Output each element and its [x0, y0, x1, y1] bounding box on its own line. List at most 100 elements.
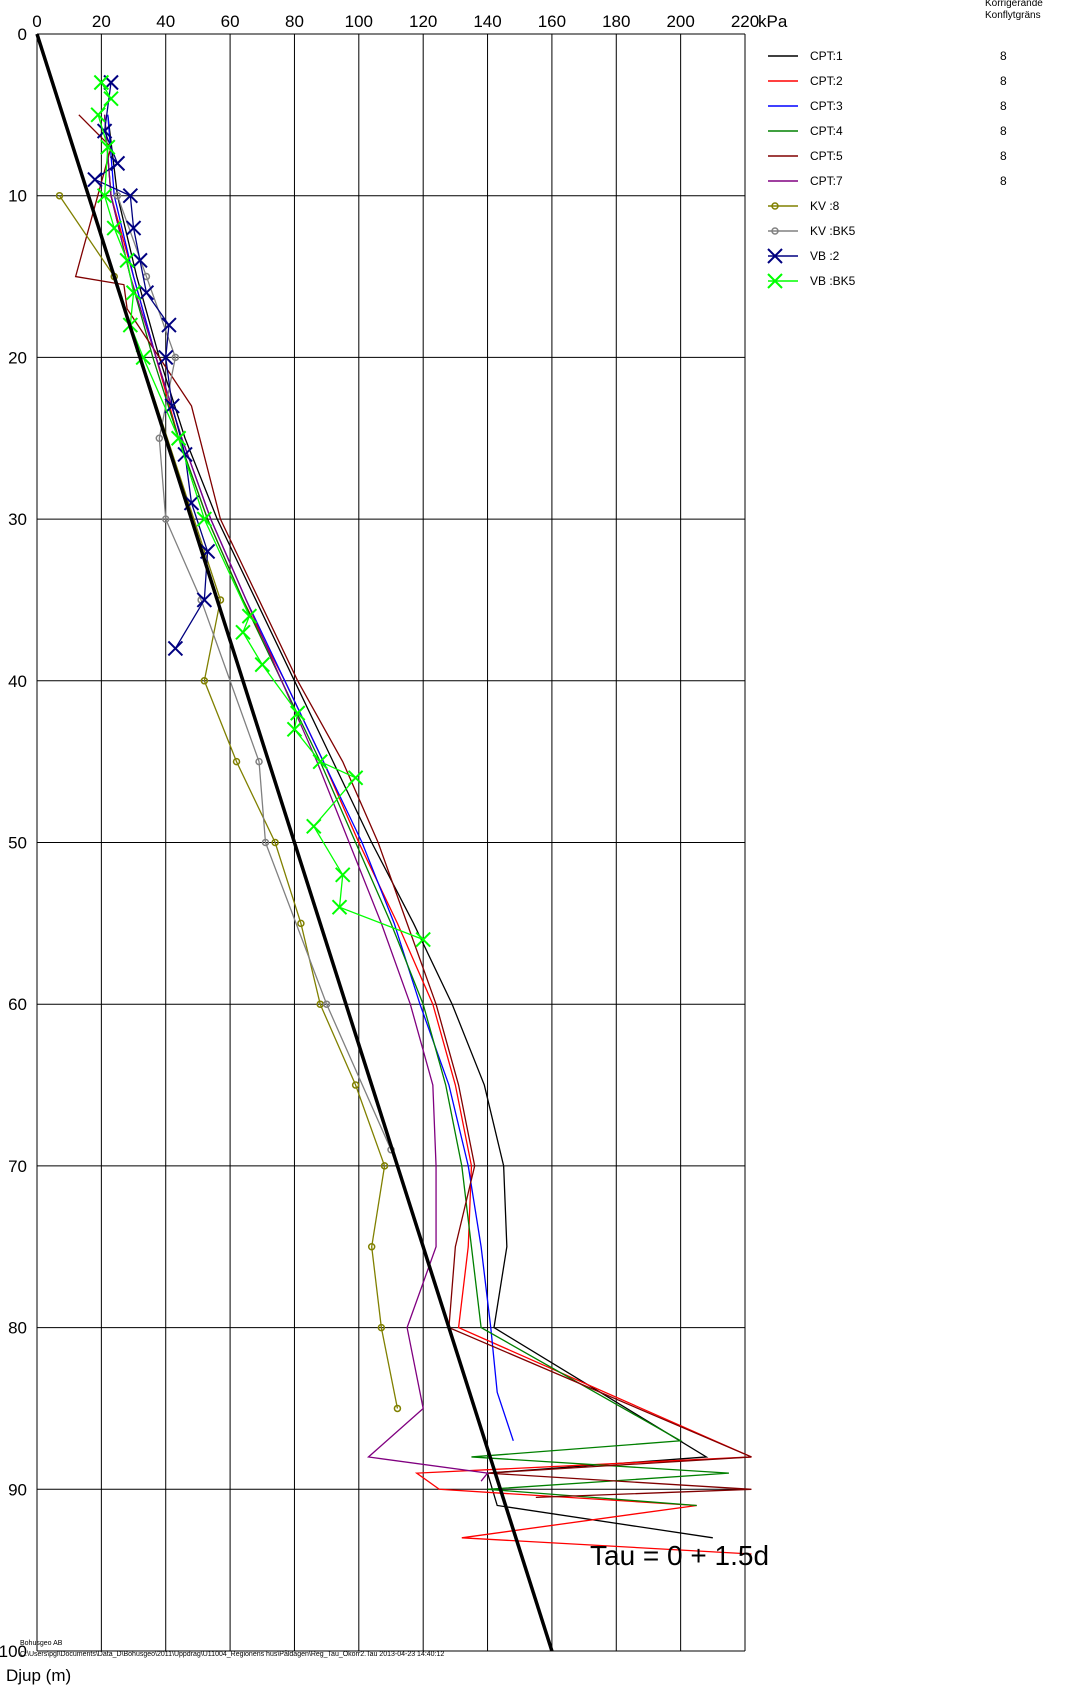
point-kv-bk5-7 — [261, 838, 270, 847]
series-line-vb-2 — [93, 82, 209, 649]
point-vb-2-4 — [122, 187, 139, 204]
header-line-1: Korrigerande — [985, 0, 1043, 9]
legend-marker-kv-8 — [771, 202, 779, 210]
x-tick-label-80: 80 — [285, 12, 304, 31]
axis-ticks: 0 20 40 60 80 100 120 140 160 180 200 220 0 10 20 30 40 5… — [0, 12, 759, 1661]
point-vb-2-6 — [132, 252, 148, 269]
legend-item-cpt-1: CPT:1 8 — [768, 49, 1007, 63]
series-group — [35, 33, 752, 1652]
point-vb-2-9 — [158, 349, 174, 366]
legend-label-cpt-2: CPT:2 — [810, 74, 843, 88]
x-tick-label-60: 60 — [221, 12, 240, 31]
series-line-cpt-5 — [74, 114, 752, 1499]
point-vb-bk5-4 — [96, 187, 113, 204]
point-kv-bk5-6 — [255, 757, 263, 766]
series-cpt-4 — [103, 114, 729, 1507]
x-tick-label-100: 100 — [345, 12, 373, 31]
series-vb-2 — [87, 74, 216, 657]
y-tick-label-50: 50 — [8, 834, 27, 853]
legend: CPT:1 8 CPT:2 8 CPT:3 8 CPT:4 8 CPT:5 8 CPT:7 8 KV :… — [767, 49, 1007, 289]
point-kv-bk5-8 — [322, 1000, 331, 1008]
legend-label-cpt-1: CPT:1 — [810, 49, 843, 63]
point-vb-bk5-0 — [93, 74, 110, 91]
point-kv-bk5-4 — [161, 515, 170, 523]
legend-item-kv-8: KV :8 — [768, 199, 840, 213]
point-vb-2-15 — [167, 640, 184, 657]
point-kv-8-8 — [351, 1081, 360, 1089]
legend-label-cpt-7: CPT:7 — [810, 174, 843, 188]
y-tick-label-0: 0 — [18, 25, 27, 44]
legend-value-cpt-2: 8 — [1000, 74, 1007, 88]
series-cpt-1 — [107, 114, 713, 1539]
point-kv-8-6 — [297, 919, 305, 928]
point-kv-bk5-3 — [155, 434, 164, 442]
x-tick-label-220: 220 — [731, 12, 759, 31]
legend-value-cpt-1: 8 — [1000, 49, 1007, 63]
legend-marker-vb-2 — [767, 248, 783, 264]
point-vb-bk5-18 — [347, 770, 364, 786]
series-line-cpt-7 — [103, 114, 489, 1482]
legend-label-kv-8: KV :8 — [810, 199, 840, 213]
series-line-cpt-3 — [107, 114, 514, 1441]
point-vb-bk5-2 — [90, 107, 106, 123]
footer-company: Bohusgeo AB — [20, 1640, 63, 1647]
point-vb-bk5-13 — [235, 624, 251, 640]
point-vb-2-11 — [177, 446, 193, 463]
point-vb-bk5-19 — [306, 818, 322, 835]
y-tick-label-30: 30 — [8, 510, 27, 529]
legend-marker-kv-bk5 — [771, 227, 779, 235]
legend-item-vb-2: VB :2 — [767, 248, 840, 264]
point-vb-bk5-7 — [125, 285, 142, 301]
y-tick-label-70: 70 — [8, 1157, 27, 1176]
point-vb-bk5-17 — [312, 753, 328, 770]
series-line-cpt-4 — [103, 114, 729, 1507]
x-unit-label: kPa — [758, 12, 788, 31]
series-cpt-5 — [74, 114, 752, 1499]
series-kv-bk5 — [113, 191, 395, 1154]
x-tick-label-120: 120 — [409, 12, 437, 31]
series-kv-8 — [55, 191, 402, 1413]
point-kv-bk5-0 — [113, 191, 122, 200]
point-vb-2-10 — [164, 398, 180, 414]
series-cpt-2 — [103, 114, 752, 1555]
legend-item-vb-bk5: VB :BK5 — [767, 273, 856, 289]
point-vb-bk5-14 — [254, 656, 270, 673]
series-cpt-3 — [107, 114, 514, 1441]
point-kv-8-0 — [55, 191, 64, 200]
point-vb-bk5-21 — [331, 899, 348, 915]
legend-item-cpt-3: CPT:3 8 — [768, 99, 1007, 113]
point-kv-8-9 — [380, 1162, 389, 1170]
point-vb-bk5-20 — [335, 867, 351, 883]
x-tick-label-20: 20 — [92, 12, 111, 31]
legend-label-cpt-3: CPT:3 — [810, 99, 843, 113]
legend-label-vb-2: VB :2 — [810, 249, 840, 263]
point-kv-8-12 — [393, 1404, 402, 1413]
x-tick-label-200: 200 — [666, 12, 694, 31]
series-line-cpt-2 — [103, 114, 752, 1555]
x-tick-label-160: 160 — [538, 12, 566, 31]
point-vb-2-14 — [196, 592, 213, 608]
legend-item-cpt-4: CPT:4 8 — [768, 124, 1007, 138]
point-vb-bk5-1 — [103, 90, 119, 107]
x-tick-label-0: 0 — [32, 12, 41, 31]
legend-item-cpt-5: CPT:5 8 — [768, 149, 1007, 163]
legend-value-cpt-5: 8 — [1000, 149, 1007, 163]
y-tick-label-10: 10 — [8, 187, 27, 206]
legend-item-cpt-7: CPT:7 8 — [768, 174, 1007, 188]
legend-label-cpt-4: CPT:4 — [810, 124, 843, 138]
trend-line — [35, 33, 554, 1652]
formula-label: Tau = 0 + 1.5d — [590, 1540, 769, 1571]
point-kv-8-5 — [271, 838, 279, 847]
series-cpt-7 — [103, 114, 489, 1482]
point-kv-bk5-2 — [171, 353, 180, 362]
point-vb-bk5-12 — [241, 608, 258, 624]
y-tick-label-80: 80 — [8, 1319, 27, 1338]
footer-path: C:\Users\pgl\Documents\Data_D\Bohusgeo\2… — [20, 1650, 444, 1658]
x-tick-label-180: 180 — [602, 12, 630, 31]
y-tick-label-20: 20 — [8, 348, 27, 367]
legend-value-cpt-7: 8 — [1000, 174, 1007, 188]
series-vb-bk5 — [90, 74, 431, 948]
point-vb-2-5 — [125, 220, 142, 236]
point-vb-bk5-15 — [289, 705, 306, 721]
header-line-2: Konflytgräns — [985, 10, 1041, 21]
